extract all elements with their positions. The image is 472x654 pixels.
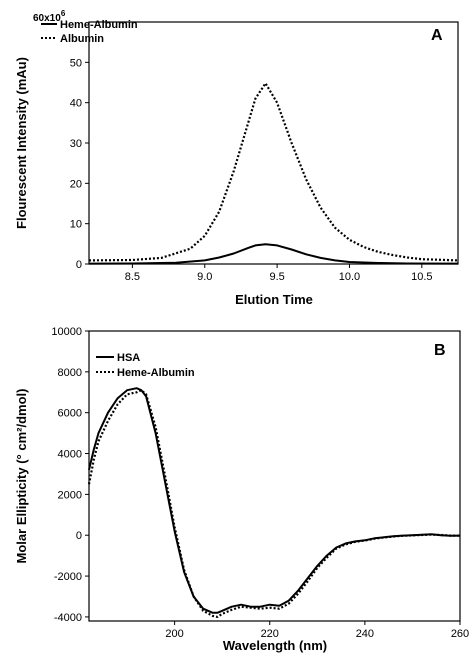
panel-b-legend-label-heme-albumin: Heme-Albumin	[117, 367, 195, 379]
panel-a-x-axis-title: Elution Time	[235, 292, 313, 307]
panel-b-series-layer	[87, 387, 461, 619]
panel-a-x-tick-label: 8.5	[125, 271, 140, 283]
panel-a-chart: 0 10 20 30 40 50 8.5 9.0 9.5 10.0 10.5 60x106 A E…	[14, 9, 459, 307]
panel-b-letter: B	[434, 342, 446, 359]
panel-b-y-tick-label: 6000	[58, 408, 82, 420]
panel-b-y-tick-label: 2000	[58, 489, 82, 501]
panel-b-y-tick-label: 4000	[58, 449, 82, 461]
panel-a-legend-label-albumin: Albumin	[60, 33, 104, 45]
panel-a-y-tick-label: 40	[70, 98, 82, 110]
panel-a-x-tick-label: 9.5	[269, 271, 284, 283]
panel-a-x-tick-label: 10.0	[339, 271, 360, 283]
panel-b-y-axis-title: Molar Ellipticity (° cm²/dmol)	[14, 389, 29, 564]
panel-b-y-axis: -4000 -2000 0 2000 4000 6000 8000 10000	[51, 326, 89, 624]
panel-a-y-tick-label: 20	[70, 178, 82, 190]
panel-b-x-tick-label: 220	[261, 628, 279, 640]
panel-a-series-line-heme-albumin	[88, 243, 459, 265]
panel-a-y-tick-label: 50	[70, 57, 82, 69]
panel-b-x-tick-label: 200	[165, 628, 183, 640]
panel-a-y-tick-label: 10	[70, 219, 82, 231]
panel-a-y-axis: 0 10 20 30 40 50	[70, 57, 89, 271]
panel-a-series-layer	[88, 82, 459, 265]
panel-a-plot-frame	[88, 21, 459, 265]
panel-a-x-tick-label: 10.5	[411, 271, 432, 283]
panel-a-series-line-albumin	[88, 82, 459, 262]
panel-b-x-tick-label: 240	[356, 628, 374, 640]
panel-b-legend: HSA Heme-Albumin	[96, 352, 195, 379]
panel-a-legend: Heme-Albumin Albumin	[41, 19, 138, 45]
panel-b-x-tick-label: 260	[451, 628, 469, 640]
panel-a-letter: A	[431, 27, 443, 44]
panel-a-x-tick-label: 9.0	[197, 271, 212, 283]
panel-b-y-tick-label: 10000	[51, 326, 82, 338]
panel-b-legend-label-hsa: HSA	[117, 352, 140, 364]
panel-b-y-tick-label: -4000	[54, 612, 82, 624]
panel-a-y-multiplier: 60x106	[33, 9, 66, 24]
panel-a-y-axis-title: Flourescent Intensity (mAu)	[14, 57, 29, 229]
panel-b-series-line-hsa	[88, 387, 461, 614]
panel-b-series-line-heme-albumin	[87, 389, 460, 619]
panel-b-plot-frame	[88, 330, 461, 622]
panel-a-legend-label-heme-albumin: Heme-Albumin	[60, 19, 138, 31]
panel-a-y-tick-label: 30	[70, 138, 82, 150]
panel-b-y-tick-label: 0	[76, 530, 82, 542]
panel-b-x-axis: 200 220 240 260	[165, 621, 469, 640]
panel-a-y-tick-label: 0	[76, 259, 82, 271]
panel-a-x-axis: 8.5 9.0 9.5 10.0 10.5	[125, 264, 433, 283]
panel-b-y-tick-label: 8000	[58, 367, 82, 379]
panel-b-y-tick-label: -2000	[54, 571, 82, 583]
panel-b-x-axis-title: Wavelength (nm)	[223, 638, 327, 653]
